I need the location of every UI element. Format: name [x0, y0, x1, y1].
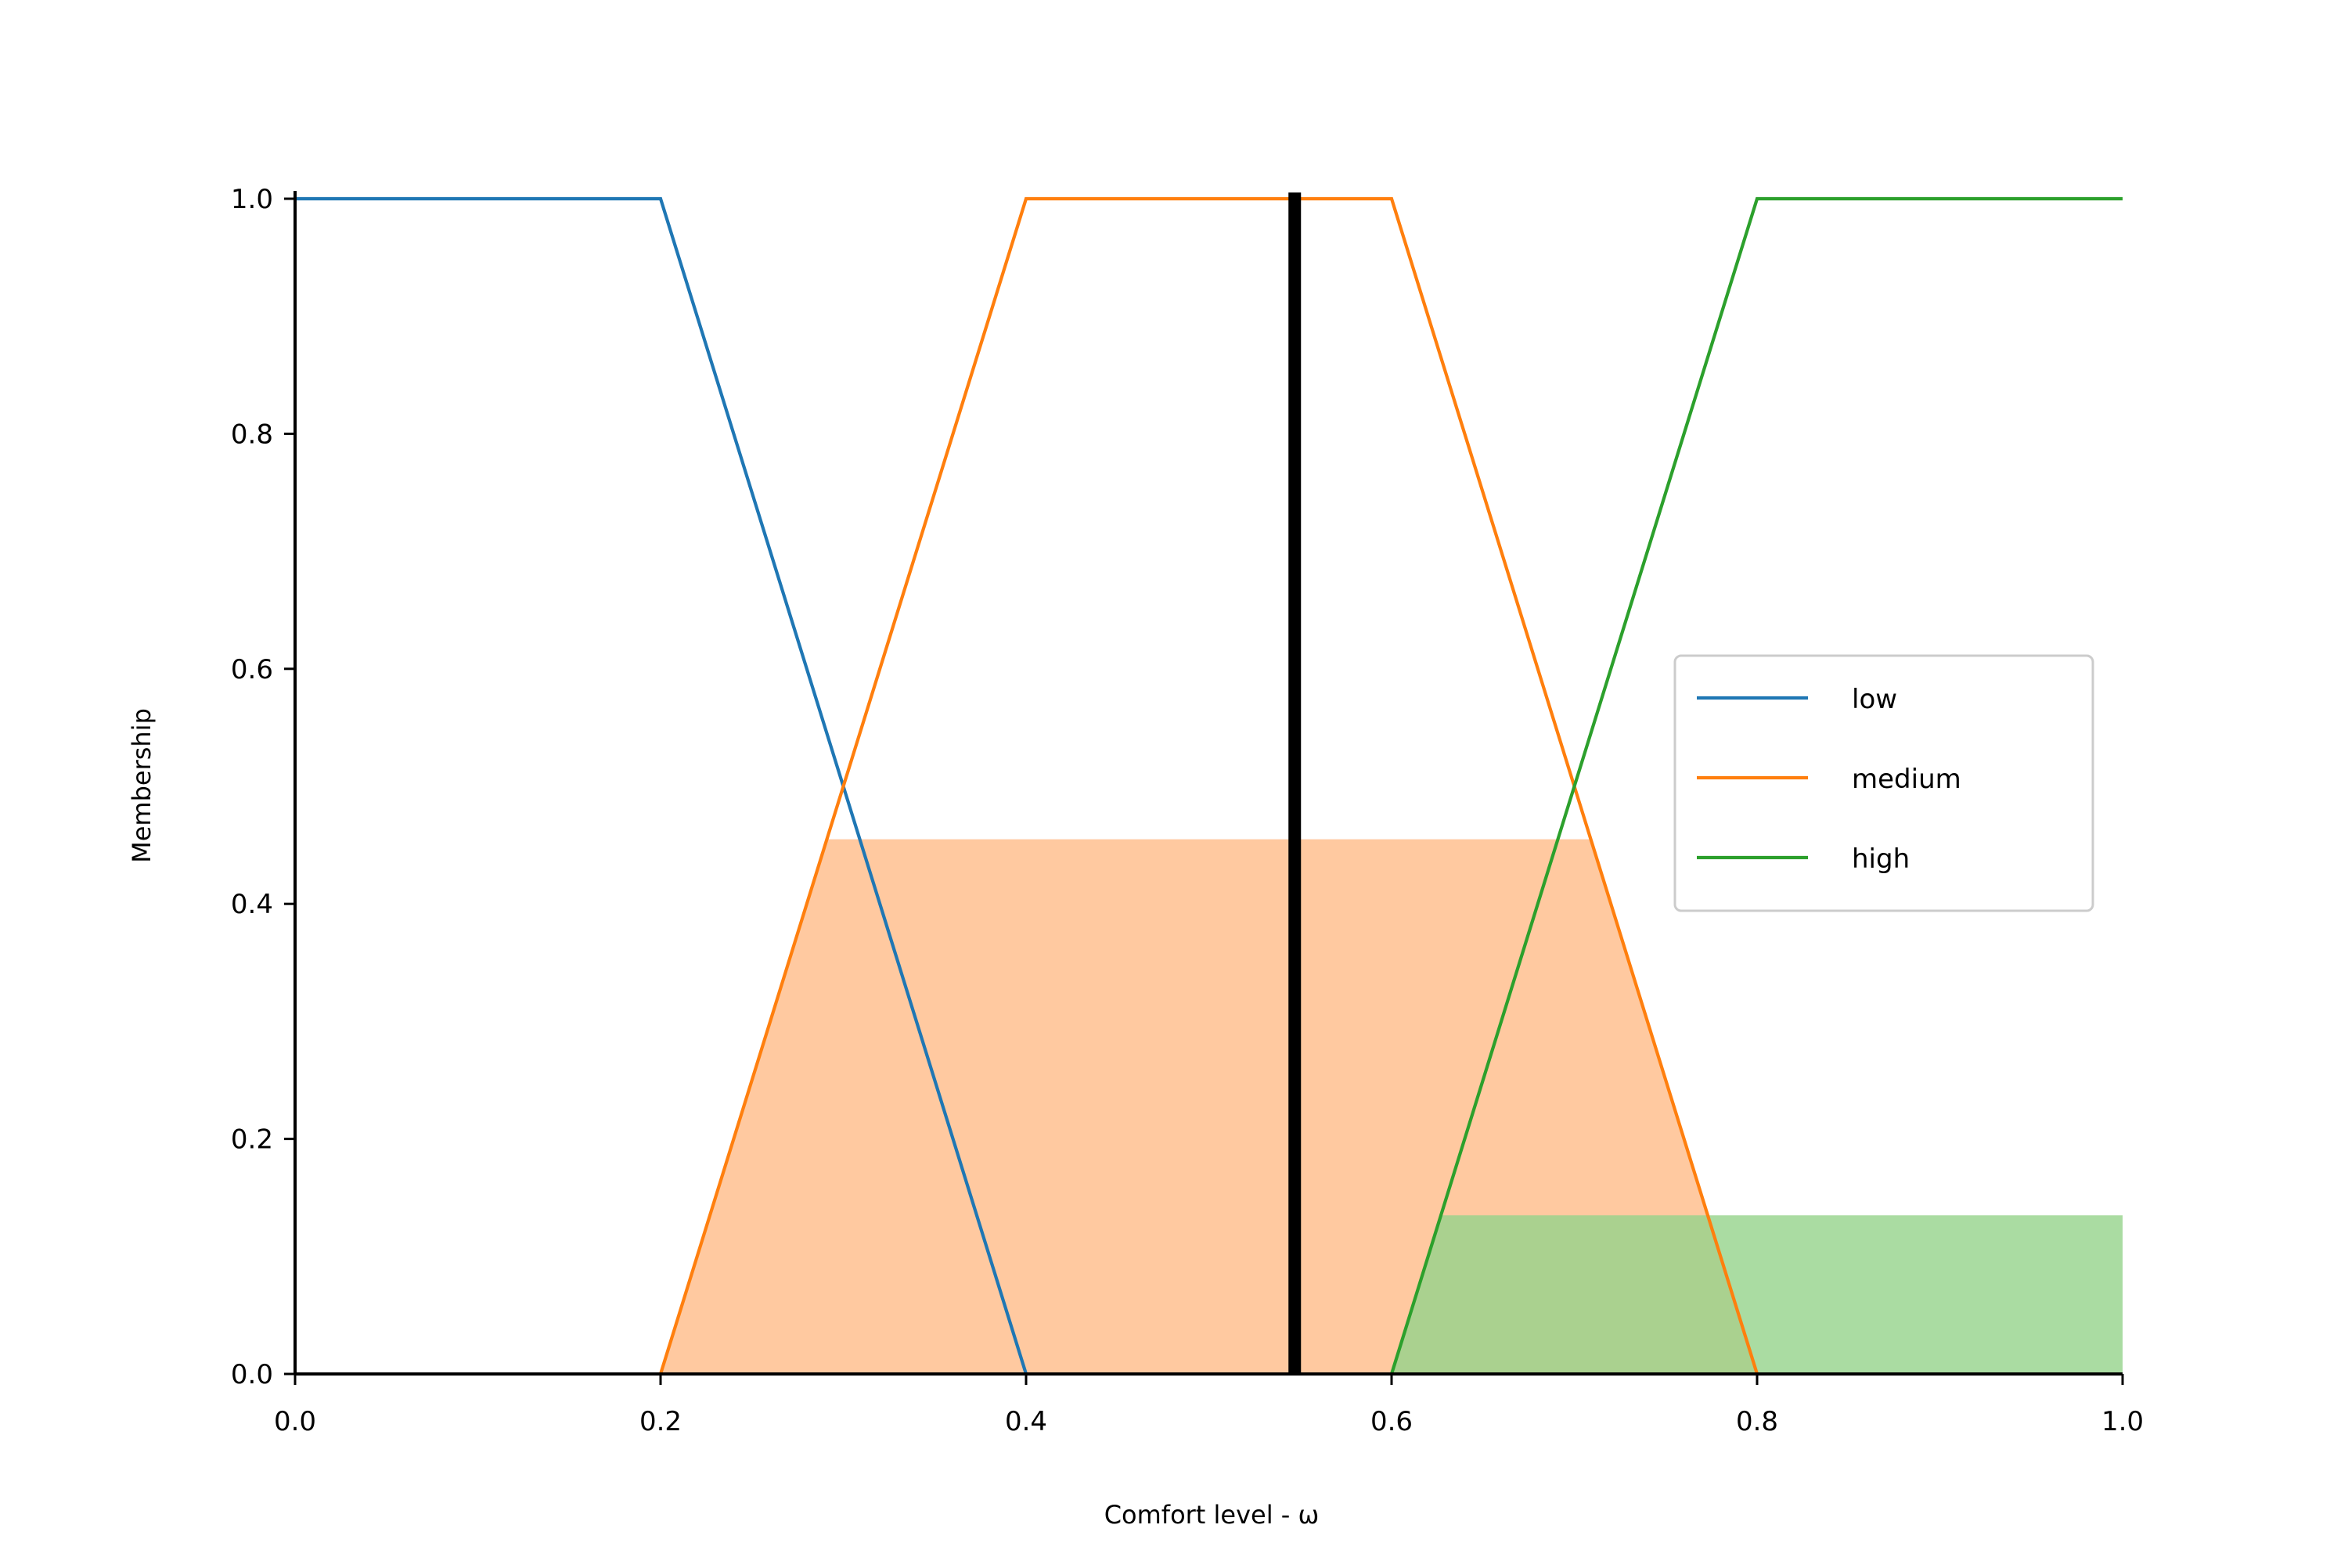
y-axis-label: Membership	[127, 708, 157, 863]
series-line-high	[1389, 196, 2123, 1375]
legend-label-medium: medium	[1852, 764, 1961, 795]
x-axis-label: Comfort level - ω	[1104, 1500, 1320, 1530]
axes	[294, 191, 2123, 1376]
activation-fills	[661, 839, 2123, 1374]
activation-fill-high	[1392, 1215, 2123, 1374]
legend-label-high: high	[1852, 843, 1910, 875]
x-tick-label: 0.4	[1005, 1406, 1047, 1437]
legend: low medium high	[1673, 654, 2094, 912]
legend-frame	[1673, 654, 2094, 912]
y-tick-label: 0.2	[231, 1124, 273, 1156]
x-tick-label: 1.0	[2101, 1406, 2144, 1437]
x-tick-label: 0.2	[639, 1406, 682, 1437]
x-tick-label: 0.0	[274, 1406, 316, 1437]
x-tick-label: 0.6	[1370, 1406, 1413, 1437]
y-tick-label: 0.6	[231, 654, 273, 685]
legend-label-low: low	[1852, 684, 1897, 715]
ticks: 0.0 0.2 0.4 0.6 0.8 1.0 0.0 0.2 0.4 0.6 0.8 1.0	[231, 184, 2144, 1437]
y-tick-label: 1.0	[231, 184, 273, 215]
series-line-low	[295, 196, 1028, 1375]
y-tick-label: 0.8	[231, 419, 273, 450]
y-tick-label: 0.4	[231, 889, 273, 920]
x-tick-label: 0.8	[1736, 1406, 1778, 1437]
membership-lines	[295, 196, 2123, 1375]
y-tick-label: 0.0	[231, 1359, 273, 1390]
